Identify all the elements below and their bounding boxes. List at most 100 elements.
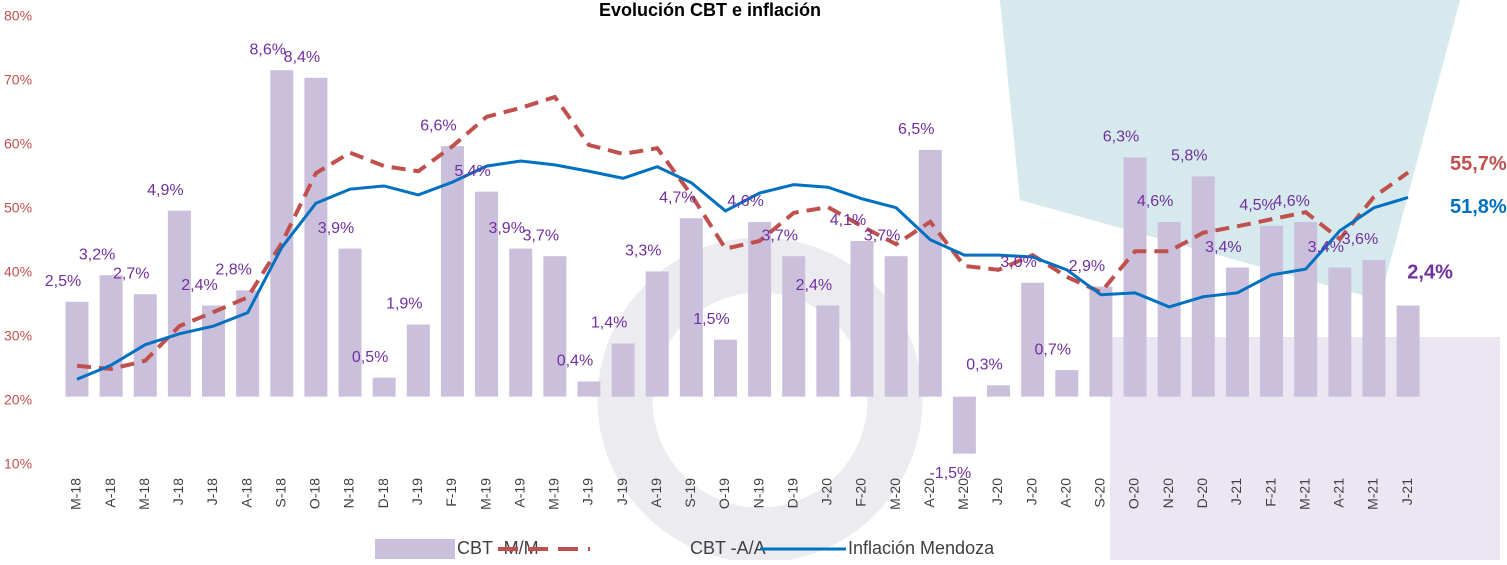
x-tick-label: J-19 xyxy=(409,478,425,505)
x-tick-label: O-19 xyxy=(716,478,732,509)
bar xyxy=(1123,157,1147,397)
x-tick-label: S-19 xyxy=(682,478,698,508)
data-label: 8,6% xyxy=(250,41,286,58)
bar xyxy=(1089,286,1113,397)
bar xyxy=(1260,225,1284,397)
data-label: 4,6% xyxy=(727,193,763,210)
legend-swatch xyxy=(375,539,455,559)
data-label: 2,4% xyxy=(796,277,832,294)
y-tick-label: 60% xyxy=(4,136,32,152)
bar xyxy=(611,343,635,397)
x-tick-label: A-21 xyxy=(1331,478,1347,508)
data-label: 4,9% xyxy=(147,182,183,199)
bar xyxy=(202,305,226,397)
bar xyxy=(372,377,396,397)
data-label: 3,0% xyxy=(1000,254,1036,271)
y-tick-label: 70% xyxy=(4,72,32,88)
data-label: 4,1% xyxy=(830,212,866,229)
line xyxy=(76,159,1409,381)
y-tick-label: 50% xyxy=(4,200,32,216)
bar xyxy=(1396,305,1420,397)
legend-label: CBT -A/A- xyxy=(690,538,772,558)
bar xyxy=(1294,222,1318,397)
data-label: 3,6% xyxy=(1342,231,1378,248)
data-label: 3,9% xyxy=(318,220,354,237)
bar xyxy=(987,385,1011,397)
y-tick-label: 30% xyxy=(4,328,32,344)
bar xyxy=(270,70,294,397)
x-tick-label: A-18 xyxy=(102,478,118,508)
x-tick-label: O-20 xyxy=(1126,478,1142,509)
data-label: 3,3% xyxy=(625,243,661,260)
data-label: 6,5% xyxy=(898,121,934,138)
x-tick-label: O-18 xyxy=(307,478,323,509)
data-label: 4,5% xyxy=(1239,197,1275,214)
bar xyxy=(406,324,430,397)
bar xyxy=(952,396,976,454)
bg-shape xyxy=(1000,0,1460,300)
bar xyxy=(99,275,123,397)
x-tick-label: F-19 xyxy=(443,478,459,507)
data-label: 6,6% xyxy=(420,117,456,134)
x-tick-label: A-19 xyxy=(648,478,664,508)
bar xyxy=(850,241,874,397)
x-tick-label: A-20 xyxy=(1057,478,1073,508)
data-label: 2,8% xyxy=(215,262,251,279)
bar xyxy=(338,248,362,397)
x-tick-label: J-20 xyxy=(989,478,1005,505)
bar xyxy=(1362,259,1386,397)
x-tick-label: J-21 xyxy=(1228,478,1244,505)
bar xyxy=(1328,267,1352,397)
data-label: 3,7% xyxy=(864,227,900,244)
x-tick-label: J-20 xyxy=(819,478,835,505)
x-tick-label: N-18 xyxy=(341,478,357,509)
x-tick-label: F-20 xyxy=(853,478,869,507)
data-label: 5,8% xyxy=(1171,148,1207,165)
bar xyxy=(748,222,772,397)
data-label: 2,4% xyxy=(181,277,217,294)
x-tick-label: S-20 xyxy=(1092,478,1108,508)
x-tick-label: M-19 xyxy=(546,478,562,510)
data-label: 3,4% xyxy=(1205,239,1241,256)
end-label: 51,8% xyxy=(1450,196,1507,218)
bar xyxy=(167,210,191,397)
data-label: 0,3% xyxy=(966,356,1002,373)
data-label: 0,5% xyxy=(352,349,388,366)
x-tick-label: J-18 xyxy=(204,478,220,505)
x-tick-label: M-18 xyxy=(136,478,152,510)
x-tick-label: D-18 xyxy=(375,478,391,509)
data-label: 3,9% xyxy=(488,220,524,237)
x-tick-label: M-21 xyxy=(1365,478,1381,510)
data-label: 0,4% xyxy=(557,353,593,370)
bar xyxy=(236,290,260,397)
bar xyxy=(304,77,328,397)
x-tick-label: M-21 xyxy=(1296,478,1312,510)
data-label: 3,7% xyxy=(523,227,559,244)
bar xyxy=(713,339,737,397)
x-tick-label: J-19 xyxy=(614,478,630,505)
y-tick-label: 20% xyxy=(4,392,32,408)
bar xyxy=(440,146,464,397)
data-label: 4,6% xyxy=(1137,193,1173,210)
x-tick-label: N-19 xyxy=(750,478,766,509)
x-tick-label: J-21 xyxy=(1399,478,1415,505)
data-label: 3,4% xyxy=(1308,239,1344,256)
bar xyxy=(475,191,499,397)
data-label: 2,7% xyxy=(113,265,149,282)
y-tick-label: 10% xyxy=(4,456,32,472)
bar xyxy=(782,256,806,397)
y-tick-label: 80% xyxy=(4,8,32,24)
bar xyxy=(884,256,908,397)
data-label: 3,2% xyxy=(79,246,115,263)
bar xyxy=(65,301,89,397)
x-tick-label: M-20 xyxy=(955,478,971,510)
bar xyxy=(1021,282,1045,397)
bar xyxy=(509,248,533,397)
bar xyxy=(679,218,703,397)
data-label: 8,4% xyxy=(284,49,320,66)
bar xyxy=(1191,176,1215,397)
bar xyxy=(1157,222,1181,397)
x-tick-label: M-18 xyxy=(68,478,84,510)
data-label: 4,7% xyxy=(659,189,695,206)
